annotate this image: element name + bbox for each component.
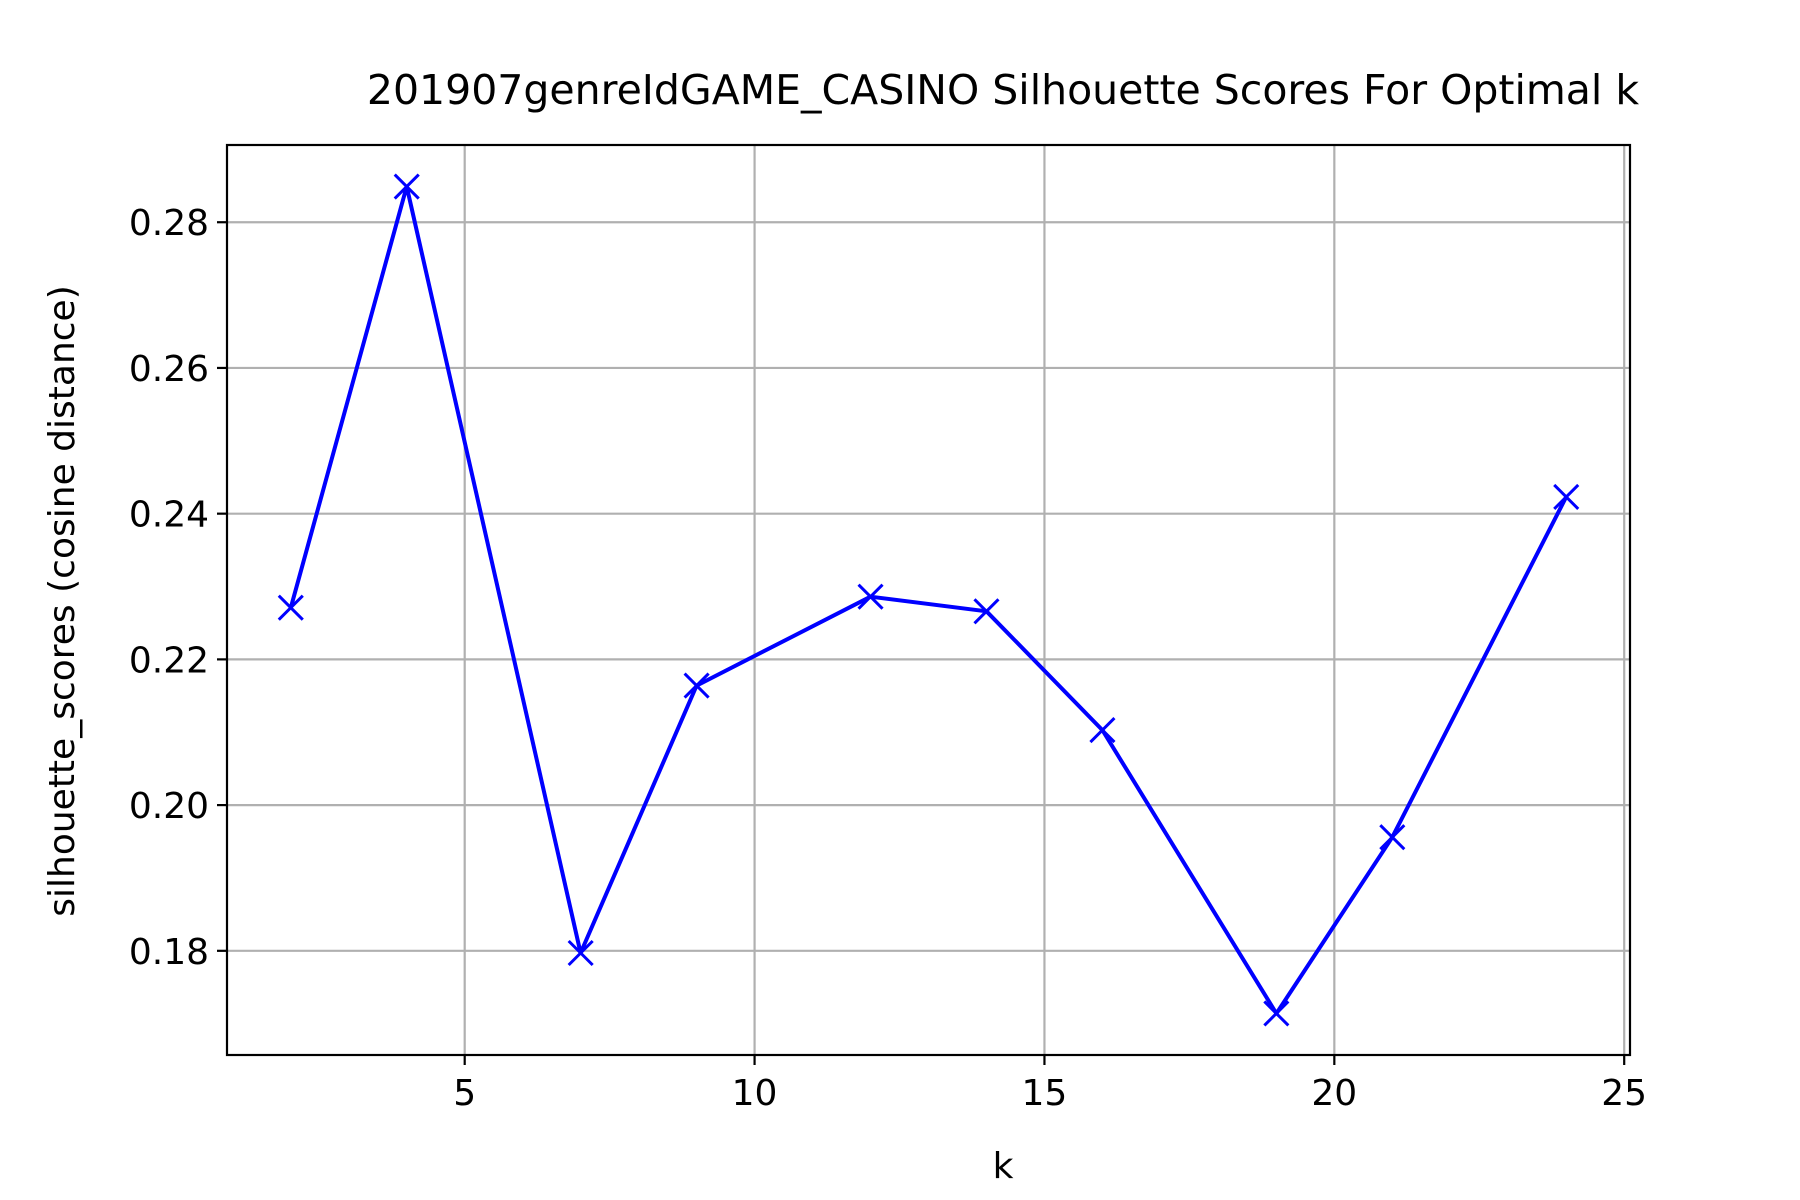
y-tick-label: 0.20	[129, 786, 209, 827]
data-point-marker	[857, 583, 884, 610]
y-tick-label: 0.26	[129, 349, 209, 390]
y-axis-label: silhouette_scores (cosine distance)	[42, 285, 83, 917]
marker-stroke	[683, 672, 710, 699]
data-series	[277, 173, 1580, 1027]
x-tick-label: 5	[453, 1073, 476, 1114]
y-tick-label: 0.28	[129, 203, 209, 244]
x-tick-label: 15	[1022, 1073, 1068, 1114]
marker-stroke	[1263, 1000, 1290, 1027]
x-tick-label: 20	[1311, 1073, 1357, 1114]
data-point-marker	[567, 939, 594, 967]
x-axis-label: k	[993, 1146, 1014, 1187]
marker-stroke	[1089, 716, 1116, 744]
axes: 5 10 15 20 25 0.18 0.20 0.22 0.24 0.26 0.28	[129, 143, 1647, 1114]
marker-stroke	[1379, 824, 1406, 851]
grid	[227, 145, 1630, 1055]
data-point-marker	[1263, 1000, 1290, 1027]
data-point-marker	[393, 173, 420, 200]
plot-frame	[225, 143, 1632, 1057]
data-point-marker	[973, 598, 1000, 625]
data-point-marker	[1553, 483, 1580, 510]
y-tick-label: 0.24	[129, 495, 209, 536]
data-point-marker	[1379, 824, 1406, 851]
marker-stroke	[973, 598, 1000, 625]
marker-stroke	[393, 173, 420, 200]
marker-stroke	[567, 939, 594, 967]
y-tick-label: 0.22	[129, 640, 209, 681]
data-point-marker	[277, 594, 304, 621]
x-tick-label: 10	[732, 1073, 778, 1114]
data-point-marker	[1089, 716, 1116, 744]
data-point-marker	[683, 672, 710, 699]
chart-title: 201907genreIdGAME_CASINO Silhouette Scor…	[367, 66, 1639, 114]
series-line	[288, 184, 1568, 1016]
marker-stroke	[277, 594, 304, 621]
marker-stroke	[1553, 483, 1580, 510]
marker-stroke	[857, 583, 884, 610]
y-tick-label: 0.18	[129, 932, 209, 973]
x-tick-label: 25	[1601, 1073, 1647, 1114]
